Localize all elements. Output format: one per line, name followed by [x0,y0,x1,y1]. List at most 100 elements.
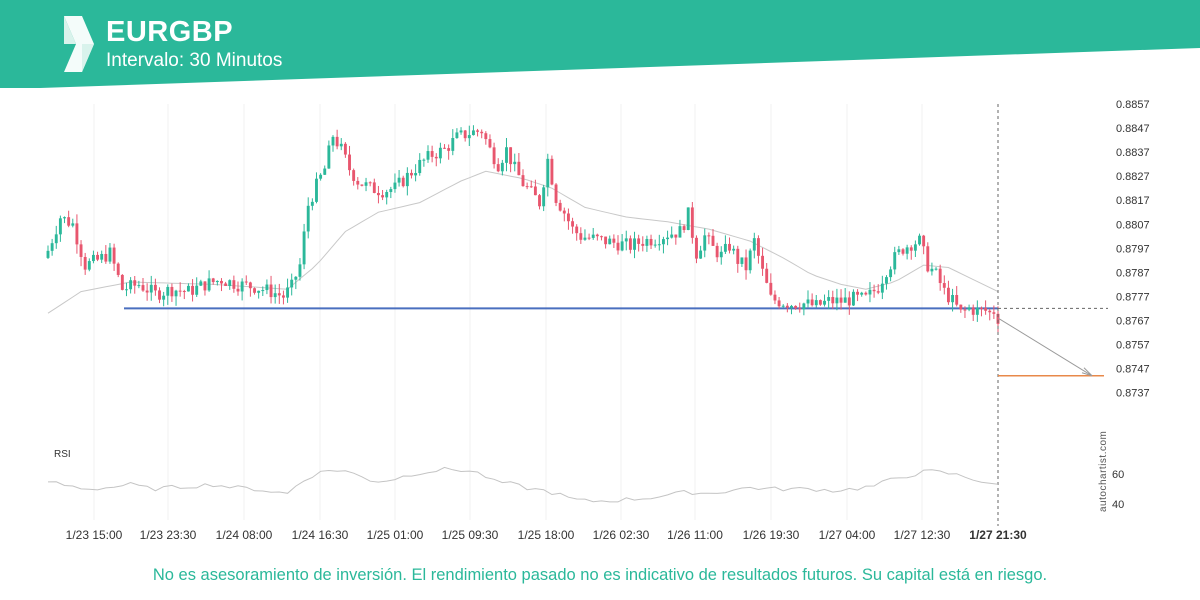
candle-body [851,291,855,306]
candle-body [806,299,810,304]
candle-body [938,268,942,284]
candle-body [459,130,463,133]
candle-body [653,244,657,246]
candle-body [343,143,347,155]
candle-body [327,145,331,169]
candle-body [645,238,649,246]
candle-body [253,288,256,293]
candle-body [215,280,219,283]
time-tick-label: 1/27 04:00 [819,528,876,542]
candle-body [885,277,888,284]
price-chart: 0.8857 0.8847 0.8837 0.8827 0.8817 0.8807 0.87… [46,99,1150,542]
candle-body [248,282,252,289]
candle-body [893,252,897,270]
candle-body [277,293,281,296]
candle-body [500,162,504,172]
candle-body [298,264,302,277]
candle-body [393,182,397,190]
candle-body [174,290,178,297]
candle-body [856,291,860,295]
candle-body [265,284,269,291]
price-tick-label: 0.8757 [1116,340,1150,352]
candle-body [637,238,641,244]
candle-body [781,305,785,307]
candle-body [951,295,955,303]
candle-body [405,172,409,187]
candle-body [926,246,930,272]
candle-body [624,238,628,242]
candle-body [880,283,884,293]
candle-body [236,288,240,292]
candle-body [422,159,426,161]
candle-body [533,186,537,196]
candle-body [162,295,166,300]
candle-body [971,307,975,315]
candle-body [257,290,261,293]
banner-background [0,0,1200,88]
candle-body [719,251,723,258]
candle-body [860,292,864,295]
price-tick-label: 0.8837 [1116,147,1150,159]
candle-body [678,226,682,238]
candle-body [562,210,566,214]
candle-body [975,307,979,315]
price-axis: 0.8857 0.8847 0.8837 0.8827 0.8817 0.8807 0.87… [1116,99,1150,400]
candle-body [83,256,87,270]
candle-body [868,289,872,295]
candle-body [967,307,971,310]
price-tick-label: 0.8787 [1116,267,1150,279]
candle-body [476,130,480,132]
candle-body [195,285,199,295]
candle-body [120,274,124,290]
candle-body [67,217,71,226]
candle-body [331,136,335,146]
candle-body [186,285,190,292]
candle-body [356,180,360,185]
candle-body [319,174,323,179]
candle-body [798,308,802,310]
candle-body [748,250,752,271]
candle-body [315,178,318,202]
candle-body [955,295,959,305]
candle-body [690,207,694,238]
candle-body [166,286,170,296]
candle-body [773,294,777,301]
candle-body [434,156,438,159]
candle-body [723,243,727,252]
candle-body [558,202,562,211]
candle-body [703,235,707,251]
candle-body [695,237,698,259]
candle-body [79,244,83,257]
candle-body [963,309,967,311]
candle-body [905,247,909,254]
candle-body [261,290,265,292]
candle-body [372,182,376,193]
candle-body [554,184,558,203]
candle-body [992,312,996,314]
candle-body [876,291,880,293]
candle-body [50,243,54,251]
candle-body [769,282,773,295]
candle-body [207,278,211,291]
candle-body [306,205,310,232]
risk-disclaimer: No es asesoramiento de inversión. El ren… [152,566,1048,584]
candle-body [397,177,401,183]
candle-body [831,297,835,304]
candle-body [583,237,587,240]
candle-body [335,136,339,147]
candle-body [616,242,620,251]
candle-body [934,268,938,270]
candle-body [765,268,769,283]
candle-body [546,158,550,188]
forecast-arrow [997,317,1093,377]
rsi-tick-label: 40 [1112,499,1124,511]
candle-body [823,300,826,305]
candle-body [273,293,277,298]
candle-body [232,280,236,289]
candle-body [827,297,831,301]
price-tick-label: 0.8847 [1116,123,1150,135]
candle-body [129,280,133,290]
candle-body [728,243,731,251]
candle-body [889,269,893,278]
candle-body [364,182,368,186]
